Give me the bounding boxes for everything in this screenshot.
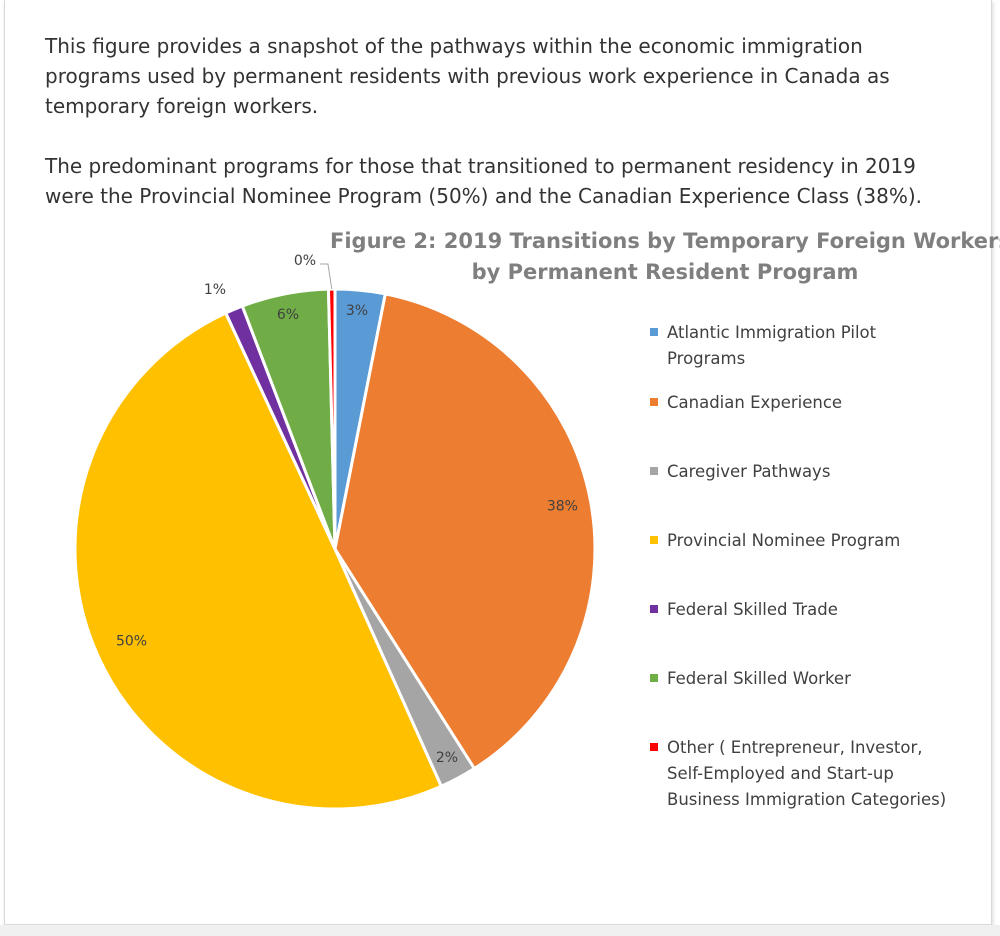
legend-swatch-6 (650, 674, 658, 682)
legend-label-7-line-3: Business Immigration Categories) (667, 790, 947, 809)
pie-data-label-4: 50% (116, 634, 147, 650)
legend-item-3: Caregiver Pathways (650, 459, 980, 485)
legend-swatch-5 (650, 605, 658, 613)
chart-title-line-2: by Permanent Resident Program (471, 260, 859, 284)
legend-item-6: Federal Skilled Worker (650, 666, 980, 692)
legend-item-2: Canadian Experience (650, 390, 980, 416)
pie-data-label-5: 1% (204, 282, 226, 298)
bottom-bar (0, 925, 1000, 936)
legend-swatch-4 (650, 536, 658, 544)
legend-swatch-7 (650, 743, 658, 751)
legend-label-4-line-1: Provincial Nominee Program (667, 531, 901, 550)
pie-data-label-3: 2% (436, 750, 458, 766)
legend-label-2-line-1: Canadian Experience (667, 393, 843, 412)
legend-label-7-line-1: Other ( Entrepreneur, Investor, (667, 738, 923, 757)
intro-paragraph-1: This figure provides a snapshot of the p… (45, 34, 890, 118)
legend-item-1: Atlantic Immigration Pilot Programs (650, 320, 980, 372)
intro-text: This figure provides a snapshot of the p… (45, 31, 955, 211)
legend-swatch-2 (650, 398, 658, 406)
legend-label-1-line-2: Programs (667, 349, 746, 368)
pie-data-label-1: 3% (346, 303, 368, 319)
intro-paragraph-2: The predominant programs for those that … (45, 154, 922, 208)
legend-item-5: Federal Skilled Trade (650, 597, 980, 623)
legend-label-1-line-1: Atlantic Immigration Pilot (667, 323, 877, 342)
legend-label-6-line-1: Federal Skilled Worker (667, 669, 851, 688)
chart-title-line-1: Figure 2: 2019 Transitions by Temporary … (330, 229, 1000, 253)
chart-title: Figure 2: 2019 Transitions by Temporary … (330, 226, 1000, 288)
chart-legend: Atlantic Immigration Pilot Programs Canadi… (650, 320, 980, 813)
legend-item-4: Provincial Nominee Program (650, 528, 980, 554)
legend-item-7: Other ( Entrepreneur, Investor, Self-Empl… (650, 735, 980, 813)
legend-swatch-3 (650, 467, 658, 475)
legend-label-7-line-2: Self-Employed and Start-up (667, 764, 894, 783)
pie-data-label-2: 38% (547, 498, 578, 514)
pie-data-label-6: 6% (277, 307, 299, 323)
legend-label-5-line-1: Federal Skilled Trade (667, 600, 838, 619)
pie-slice-4 (73, 311, 444, 811)
figure-frame (4, 0, 992, 925)
legend-swatch-1 (650, 328, 658, 336)
legend-label-3-line-1: Caregiver Pathways (667, 462, 831, 481)
pie-leader-line-7 (320, 263, 333, 290)
pie-data-label-7: 0% (294, 253, 316, 269)
